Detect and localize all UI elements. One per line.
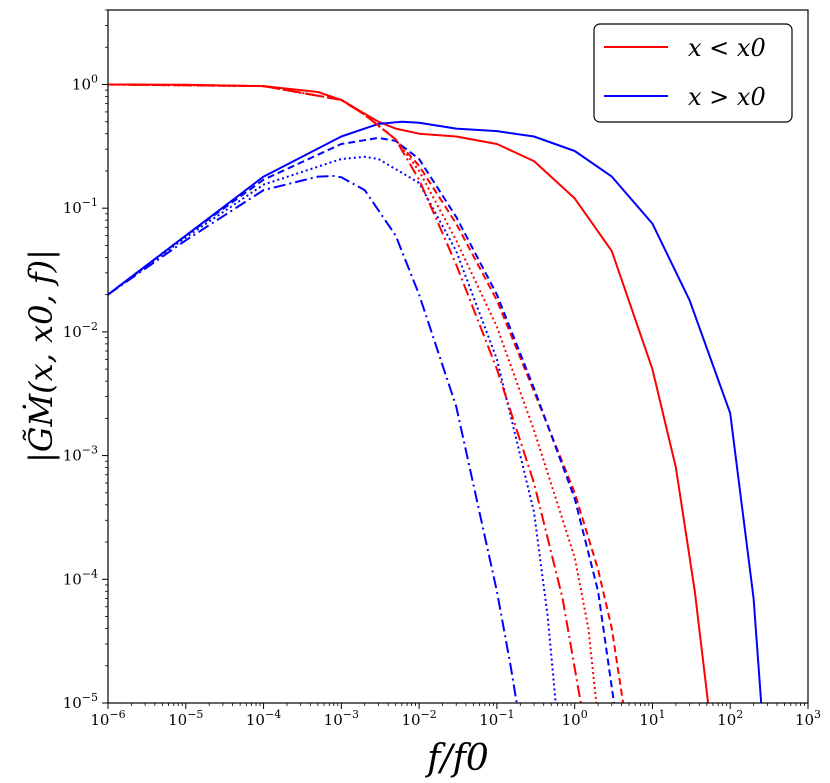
- y-tick-label: 10−3: [63, 444, 98, 465]
- x-tick-label: 10−2: [401, 708, 436, 729]
- legend-label-blue: x > x0: [688, 83, 766, 111]
- y-axis-label: |G̃Ṁ(x, x0, f)|: [22, 249, 60, 463]
- series-line-4: [108, 83, 598, 703]
- y-tick-label: 100: [72, 72, 98, 93]
- series-line-3: [108, 136, 615, 703]
- ticks-layer: 10−6 10−5 10−4 10−3 10−2 10−1 100 101 102 10310−5…: [63, 9, 821, 729]
- x-tick-label: 10−4: [246, 708, 281, 729]
- series-line-0: [108, 83, 710, 703]
- y-tick-label: 10−5: [63, 691, 98, 712]
- x-tick-label: 101: [639, 708, 665, 729]
- legend-label-red: x < x0: [688, 34, 766, 62]
- x-tick-label: 103: [795, 708, 821, 729]
- series-line-1: [108, 120, 763, 703]
- plot-frame: [107, 9, 809, 704]
- y-tick-label: 10−2: [63, 320, 98, 341]
- x-tick-label: 10−5: [168, 708, 203, 729]
- x-tick-label: 10−1: [479, 708, 514, 729]
- series-line-7: [108, 175, 518, 703]
- x-tick-label: 10−6: [90, 708, 125, 729]
- series-line-5: [108, 155, 557, 703]
- y-tick-label: 10−1: [63, 196, 98, 217]
- series-line-2: [108, 83, 625, 703]
- x-axis-label: f/f0: [424, 738, 489, 779]
- legend-box: [593, 23, 793, 123]
- x-tick-label: 100: [562, 708, 588, 729]
- y-tick-label: 10−4: [63, 567, 98, 588]
- series-layer: [108, 83, 763, 703]
- x-tick-label: 10−3: [324, 708, 359, 729]
- x-tick-label: 102: [717, 708, 743, 729]
- series-line-6: [108, 83, 582, 703]
- legend: x < x0 x > x0: [593, 23, 793, 123]
